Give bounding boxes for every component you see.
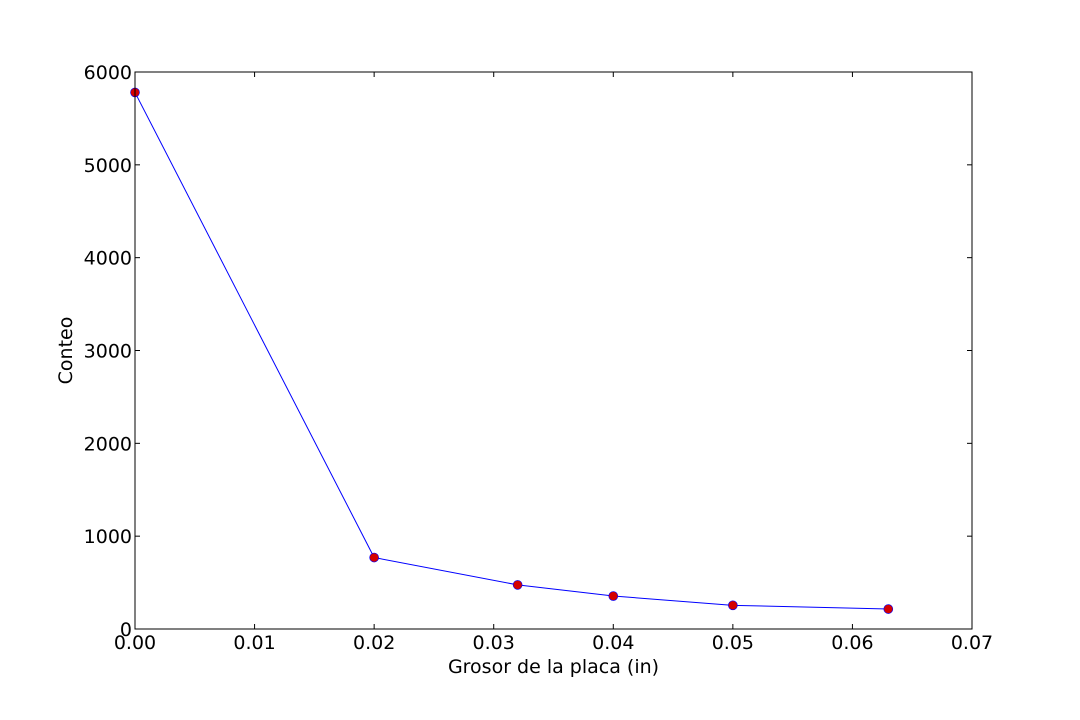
x-axis-label: Grosor de la placa (in)	[448, 656, 659, 678]
x-tick-label: 0.03	[473, 632, 515, 654]
x-tick-label: 0.07	[951, 632, 993, 654]
x-tick-label: 0.02	[353, 632, 395, 654]
y-tick-label: 0	[120, 619, 132, 641]
y-tick-label: 6000	[84, 62, 132, 84]
data-point	[728, 600, 738, 611]
x-tick-label: 0.06	[831, 632, 873, 654]
data-point	[883, 604, 894, 614]
plot-frame	[134, 71, 973, 630]
x-tick-label: 0.04	[592, 632, 634, 654]
tick-labels: 0.00 0.01 0.02 0.03 0.04 0.05 0.06 0.07 0 1000 200…	[84, 62, 994, 654]
y-tick-label: 1000	[84, 526, 132, 548]
series-line	[134, 92, 889, 610]
y-tick-label: 3000	[84, 341, 132, 363]
y-tick-label: 5000	[84, 155, 132, 177]
y-tick-label: 2000	[84, 433, 132, 455]
x-tick-label: 0.01	[233, 632, 275, 654]
data-point	[369, 552, 379, 563]
x-tick-label: 0.05	[712, 632, 754, 654]
y-tick-label: 4000	[84, 248, 132, 270]
data-point	[608, 591, 619, 601]
plot-area	[135, 72, 972, 629]
data-point	[512, 580, 523, 590]
y-axis-label: Conteo	[55, 317, 77, 385]
x-tick-label: 0.00	[114, 632, 156, 654]
